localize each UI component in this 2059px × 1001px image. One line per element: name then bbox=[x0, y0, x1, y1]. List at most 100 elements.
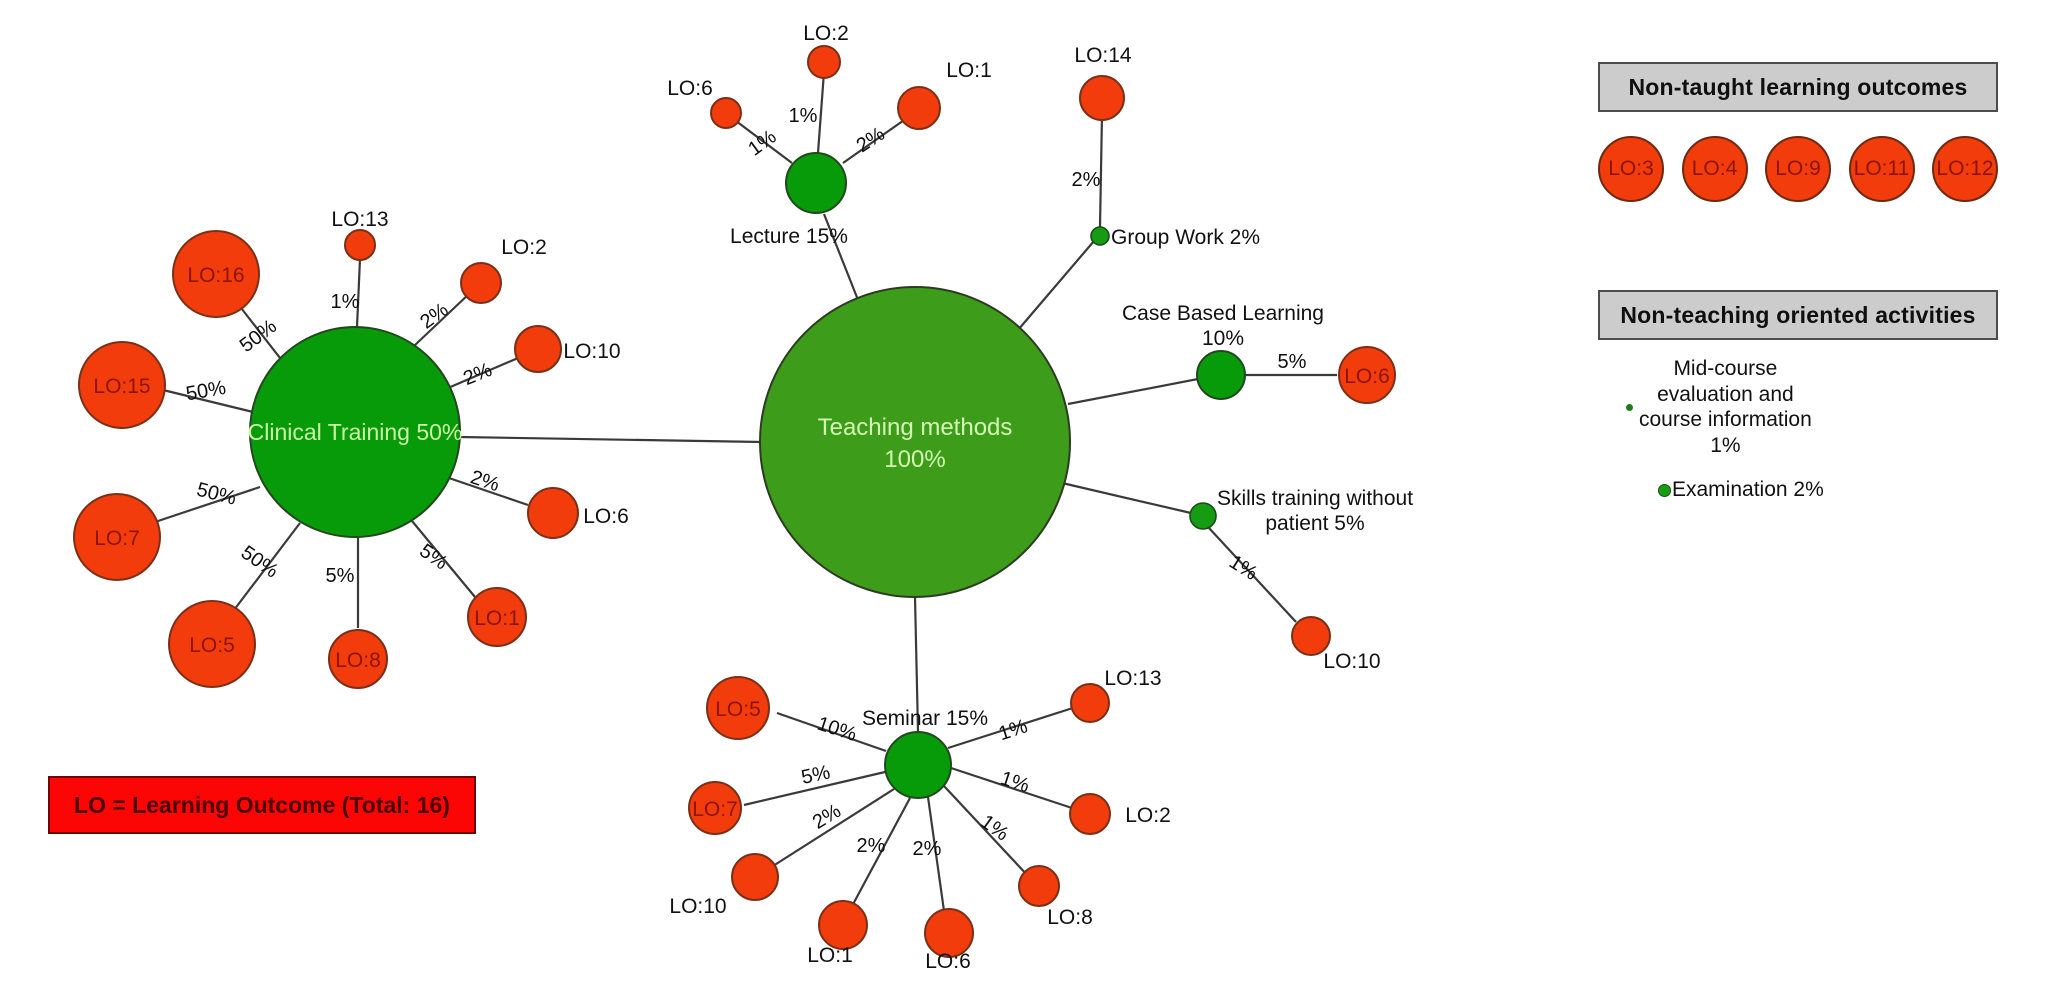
lo-node-lec-lo1[interactable] bbox=[897, 86, 941, 130]
pct-ct-lo7: 50% bbox=[194, 479, 238, 510]
pct-ct-lo2: 2% bbox=[416, 299, 452, 334]
clinical-training-edges bbox=[154, 258, 529, 628]
edge-ct-lo2 bbox=[414, 292, 471, 346]
lo-node-sem-lo7[interactable] bbox=[688, 781, 742, 835]
outer-label-sem-lo8: LO:8 bbox=[1047, 906, 1093, 929]
edge-sem-lo5 bbox=[776, 711, 887, 753]
edge-lec-lo1 bbox=[842, 117, 908, 164]
non-taught-chip-lo9[interactable]: LO:9 bbox=[1765, 136, 1831, 202]
lo-node-sem-lo13[interactable] bbox=[1070, 683, 1110, 723]
lo-node-lec-lo6[interactable] bbox=[710, 97, 742, 129]
lo-node-ct-lo8[interactable] bbox=[328, 629, 388, 689]
edge-hub-clinical-training bbox=[459, 435, 763, 444]
lo-node-lec-lo2[interactable] bbox=[807, 45, 841, 79]
case-based-learning-label-line1: Case Based Learning bbox=[1122, 302, 1324, 325]
lo-node-ct-lo2[interactable] bbox=[460, 262, 502, 304]
pct-sem-lo1: 2% bbox=[857, 835, 886, 857]
outer-label-ct-lo6: LO:6 bbox=[583, 505, 629, 528]
lo-node-sem-lo10[interactable] bbox=[731, 853, 779, 901]
non-taught-chip-lo4[interactable]: LO:4 bbox=[1681, 136, 1748, 202]
lo-node-ct-lo16[interactable] bbox=[172, 230, 260, 318]
edge-ct-lo7 bbox=[154, 485, 261, 524]
edge-hub-case-based-learning bbox=[1067, 377, 1199, 406]
edge-gw-lo14 bbox=[1098, 113, 1104, 228]
label-ct-lo8: LO:8 bbox=[335, 649, 381, 672]
lo-node-sem-lo1[interactable] bbox=[818, 900, 868, 950]
node-skills-training[interactable] bbox=[1189, 502, 1217, 530]
edge-lec-lo2 bbox=[816, 71, 826, 154]
lo-nodes bbox=[73, 45, 1396, 958]
lo-node-cbl-lo6[interactable] bbox=[1338, 346, 1396, 404]
clinical-training-label: Clinical Training 50% bbox=[248, 419, 463, 445]
label-ct-lo7: LO:7 bbox=[94, 527, 140, 550]
label-ct-lo1: LO:1 bbox=[474, 607, 520, 630]
pct-sem-lo10: 2% bbox=[809, 800, 845, 834]
lo-node-sem-lo2[interactable] bbox=[1069, 793, 1111, 835]
non-taught-chip-lo11[interactable]: LO:11 bbox=[1848, 136, 1915, 202]
node-group-work[interactable] bbox=[1090, 226, 1110, 246]
lecture-label: Lecture 15% bbox=[730, 225, 848, 248]
non-teaching-item-examination: Examination 2% bbox=[1658, 478, 1998, 502]
node-seminar[interactable] bbox=[884, 731, 952, 799]
label-sem-lo5: LO:5 bbox=[715, 698, 761, 721]
pct-sem-lo6: 2% bbox=[913, 838, 942, 860]
lo-node-st-lo10[interactable] bbox=[1291, 616, 1331, 656]
pct-ct-lo1: 5% bbox=[415, 540, 451, 575]
learning-outcome-legend: LO = Learning Outcome (Total: 16) bbox=[48, 776, 476, 834]
lo-node-ct-lo7[interactable] bbox=[73, 493, 161, 581]
outer-label-lec-lo2: LO:2 bbox=[803, 22, 849, 45]
lo-node-sem-lo5[interactable] bbox=[706, 676, 770, 740]
node-case-based-learning[interactable] bbox=[1196, 350, 1246, 400]
outer-label-lec-lo6: LO:6 bbox=[667, 77, 713, 100]
node-outer-labels: LO:13 LO:2 LO:10 LO:6 LO:6 LO:2 LO:1 Lec… bbox=[331, 22, 1413, 973]
green-dot-icon-medium bbox=[1658, 483, 1671, 497]
outer-label-sem-lo2: LO:2 bbox=[1125, 804, 1171, 827]
lo-node-ct-lo5[interactable] bbox=[168, 600, 256, 688]
outer-label-st-lo10: LO:10 bbox=[1323, 650, 1380, 673]
seminar-edges bbox=[743, 704, 1080, 919]
node-inner-labels: Teaching methods 100% Clinical Training … bbox=[93, 264, 1389, 821]
case-based-learning-label-line2: 10% bbox=[1202, 327, 1244, 350]
non-teaching-item-mid-course-evaluation-label: Mid-course evaluation and course informa… bbox=[1639, 357, 1812, 457]
lo-node-ct-lo1[interactable] bbox=[467, 587, 527, 647]
non-teaching-item-mid-course-evaluation: Mid-course evaluation and course informa… bbox=[1626, 356, 1986, 458]
lo-node-ct-lo13[interactable] bbox=[344, 229, 376, 261]
edge-lec-lo6 bbox=[735, 120, 793, 164]
edge-ct-lo1 bbox=[411, 520, 476, 598]
lo-node-ct-lo6[interactable] bbox=[527, 487, 579, 539]
pct-ct-lo6: 2% bbox=[468, 466, 502, 496]
lecture-edges bbox=[735, 71, 908, 164]
edge-hub-skills-training bbox=[1061, 481, 1192, 515]
edge-hub-group-work bbox=[1017, 240, 1095, 331]
non-teaching-activity-list: Mid-course evaluation and course informa… bbox=[1598, 356, 1998, 506]
edge-sem-lo2 bbox=[950, 766, 1079, 812]
skills-training-label-line1: Skills training without bbox=[1217, 487, 1413, 510]
outer-label-sem-lo13: LO:13 bbox=[1104, 667, 1161, 690]
label-ct-lo15: LO:15 bbox=[93, 375, 150, 398]
method-nodes bbox=[249, 152, 1246, 799]
green-dot-icon-small bbox=[1626, 403, 1633, 411]
non-taught-chip-lo3[interactable]: LO:3 bbox=[1598, 136, 1664, 202]
node-lecture[interactable] bbox=[785, 152, 847, 214]
lo-node-sem-lo8[interactable] bbox=[1018, 865, 1060, 907]
lo-node-sem-lo6[interactable] bbox=[924, 908, 974, 958]
pct-ct-lo10: 2% bbox=[460, 359, 495, 390]
lo-node-ct-lo10[interactable] bbox=[514, 325, 562, 373]
outer-label-sem-lo10: LO:10 bbox=[669, 895, 726, 918]
hub-edges bbox=[459, 213, 1199, 733]
pct-sem-lo8: 1% bbox=[976, 811, 1012, 846]
pct-cbl-lo6: 5% bbox=[1278, 351, 1307, 373]
lo-node-gw-lo14[interactable] bbox=[1079, 75, 1125, 121]
lo-node-ct-lo15[interactable] bbox=[78, 341, 166, 429]
edge-sem-lo1 bbox=[850, 797, 911, 909]
right-branch-edges bbox=[1098, 113, 1337, 623]
hub-label-line1: Teaching methods bbox=[818, 414, 1013, 441]
pct-sem-lo5: 10% bbox=[814, 713, 859, 746]
outer-label-gw-lo14: LO:14 bbox=[1074, 44, 1132, 67]
skills-training-label-line2: patient 5% bbox=[1265, 512, 1364, 535]
node-teaching-methods[interactable] bbox=[759, 286, 1071, 598]
label-sem-lo7: LO:7 bbox=[692, 798, 738, 821]
node-clinical-training[interactable] bbox=[249, 326, 461, 538]
non-taught-chip-lo12[interactable]: LO:12 bbox=[1932, 136, 1998, 202]
